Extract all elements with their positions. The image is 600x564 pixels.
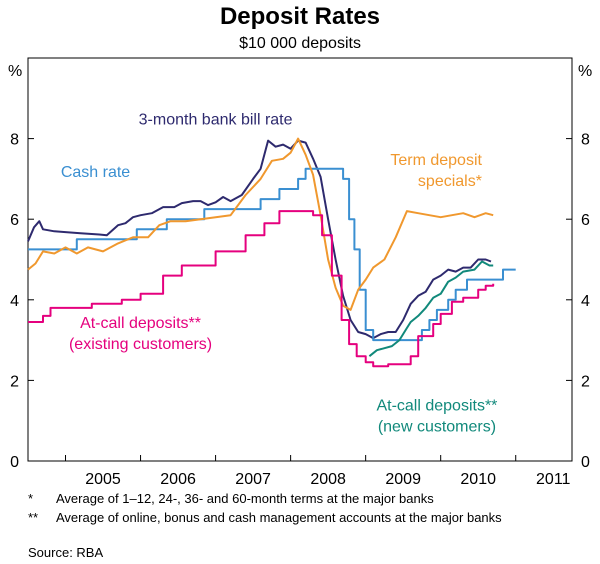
source-note: Source: RBA: [28, 545, 104, 560]
y-tick-label-left: 8: [10, 132, 19, 149]
y-unit-left: %: [8, 63, 22, 80]
series-labels: 3-month bank bill rate Cash rate Term depo…: [61, 111, 498, 435]
series-line-4: [368, 260, 494, 357]
y-tick-label-left: 2: [10, 373, 19, 390]
axis-ticks: 0 0 2 2 4 4 6 6 8 8 2005 2006 2007 2008 2009 2010 2011: [10, 132, 590, 488]
footnote-2-text: Average of online, bonus and cash manage…: [56, 510, 502, 525]
series-label-term: Term deposit specials*: [390, 152, 482, 190]
y-tick-label-left: 4: [10, 293, 19, 310]
series-label-atcall-new: At-call deposits** (new customers): [376, 398, 497, 436]
chart-subtitle: $10 000 deposits: [239, 35, 361, 52]
y-tick-label-right: 4: [581, 293, 590, 310]
x-tick-label: 2005: [85, 471, 121, 488]
x-tick-label: 2009: [385, 471, 421, 488]
chart-title: Deposit Rates: [220, 3, 380, 30]
y-tick-label-right: 6: [581, 212, 590, 229]
footnote-2-mark: **: [28, 510, 39, 525]
x-tick-label: 2010: [460, 471, 496, 488]
y-tick-label-right: 0: [581, 454, 590, 471]
plot-area-frame: [27, 57, 573, 462]
footnote-1-text: Average of 1–12, 24-, 36- and 60-month t…: [56, 491, 434, 506]
series-line-0: [27, 139, 492, 340]
x-tick-label: 2007: [235, 471, 271, 488]
y-tick-label-left: 0: [10, 454, 19, 471]
series-line-2: [27, 137, 494, 311]
y-tick-label-right: 8: [581, 132, 590, 149]
y-tick-label-left: 6: [10, 212, 19, 229]
series-label-cash: Cash rate: [61, 164, 130, 181]
y-tick-label-right: 2: [581, 373, 590, 390]
y-unit-right: %: [578, 63, 592, 80]
series-label-atcall-existing: At-call deposits** (existing customers): [69, 315, 212, 353]
x-tick-label: 2008: [310, 471, 346, 488]
series-lines: [27, 137, 516, 368]
x-tick-label: 2006: [160, 471, 196, 488]
footnote-1: * Average of 1–12, 24-, 36- and 60-month…: [28, 491, 588, 506]
footnote-2: ** Average of online, bonus and cash man…: [28, 510, 568, 525]
x-tick-label: 2011: [536, 471, 571, 488]
series-line-1: [28, 167, 516, 342]
footnote-1-mark: *: [28, 491, 34, 506]
series-line-3: [28, 210, 495, 368]
series-label-bill: 3-month bank bill rate: [139, 111, 293, 128]
